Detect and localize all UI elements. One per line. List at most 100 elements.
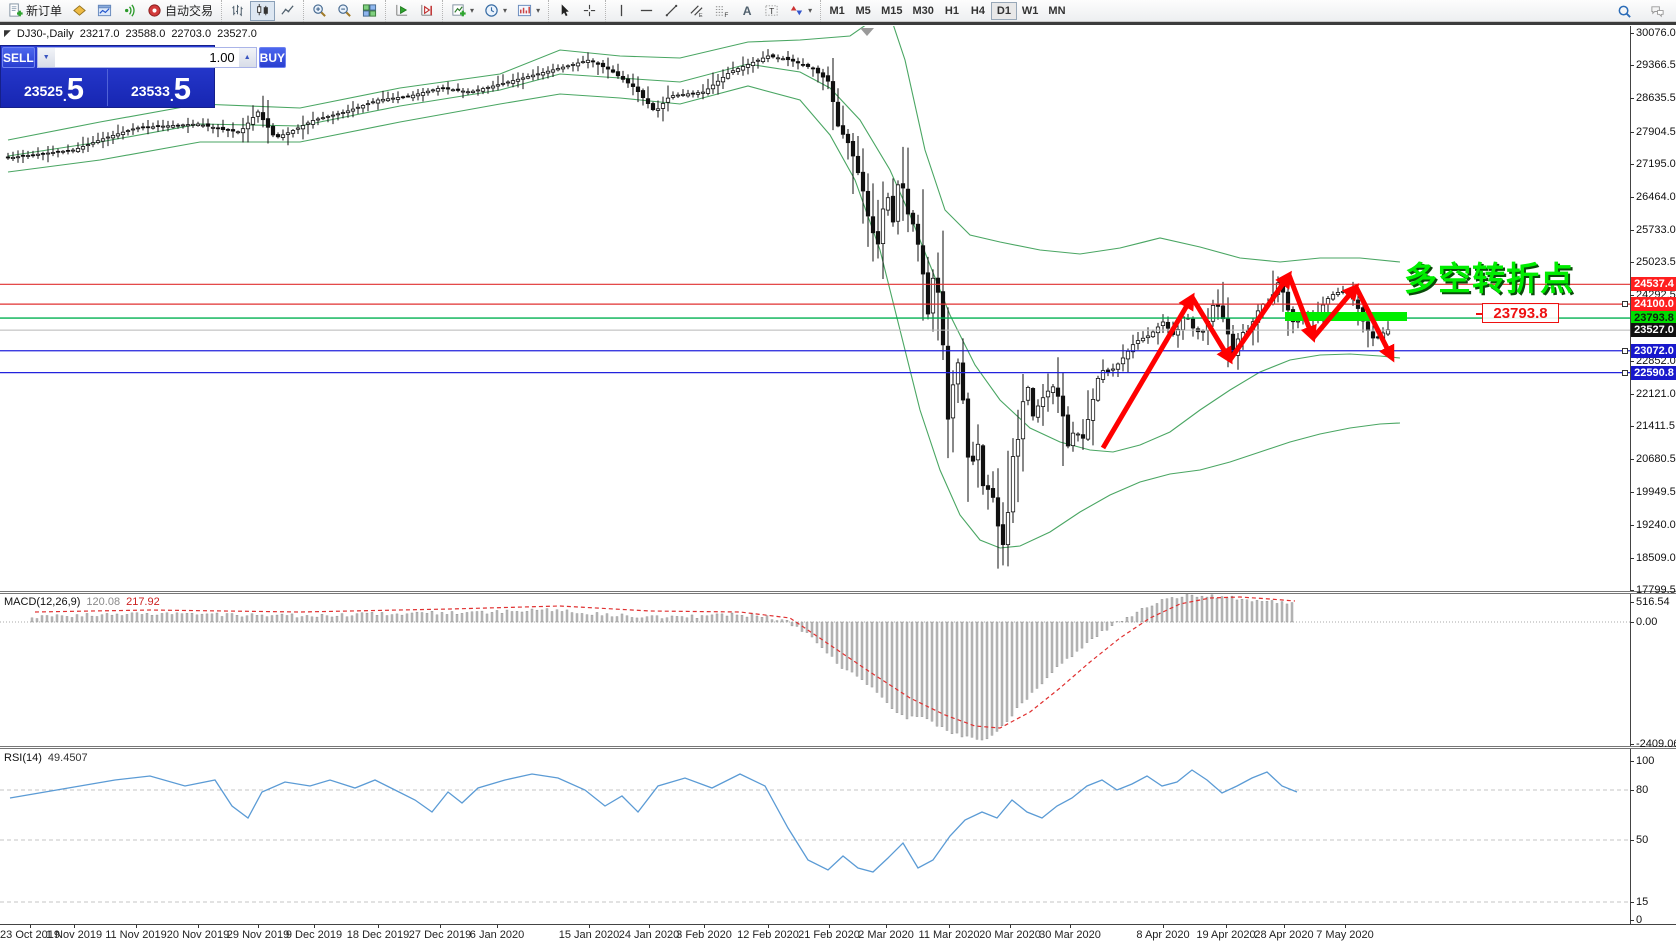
chat-button[interactable]	[1645, 1, 1670, 21]
periods-button[interactable]: ▾	[479, 1, 512, 21]
date-label: 28 Apr 2020	[1254, 929, 1314, 941]
date-label: 15 Jan 2020	[558, 929, 620, 941]
chart-shift-button[interactable]	[414, 1, 439, 21]
bars-button[interactable]	[225, 1, 250, 21]
price-tick-label: 21411.5	[1636, 420, 1675, 433]
chart-shift-icon	[419, 3, 434, 18]
price-tick-label: 22121.0	[1636, 387, 1676, 400]
date-axis-tick	[649, 925, 650, 928]
label-button[interactable]: T	[759, 1, 784, 21]
chevron-down-icon[interactable]: ▾	[536, 6, 541, 15]
trendline-icon	[664, 3, 679, 18]
indicators-button[interactable]: ▾	[446, 1, 479, 21]
timeframe-m5[interactable]: M5	[850, 2, 876, 20]
new-chart-button[interactable]	[92, 1, 117, 21]
zigzag-arrow[interactable]	[1311, 283, 1360, 340]
date-label: 24 Jan 2020	[618, 929, 680, 941]
tile-windows-button[interactable]	[357, 1, 382, 21]
date-label: 21 Feb 2020	[798, 929, 860, 941]
panel-separator[interactable]	[0, 591, 1676, 594]
date-label: 27 Dec 2019	[408, 929, 472, 941]
button-label: 新订单	[26, 4, 63, 18]
autotrading-button[interactable]: 自动交易	[142, 1, 218, 21]
timeframe-m15[interactable]: M15	[876, 2, 907, 20]
timeframe-w1[interactable]: W1	[1017, 2, 1044, 20]
chart-bottom-border	[0, 924, 1676, 925]
zigzag-arrow[interactable]	[1286, 274, 1317, 343]
green-highlight-bar[interactable]	[1285, 312, 1407, 321]
market-watch-button[interactable]	[67, 1, 92, 21]
trendline-button[interactable]	[659, 1, 684, 21]
sell-button[interactable]: SELL	[2, 47, 35, 68]
price-tick-label: 20680.5	[1636, 453, 1676, 466]
date-axis-tick	[258, 925, 259, 928]
panel-separator[interactable]	[0, 746, 1676, 749]
symbol-title: DJ30-,Daily	[16, 28, 74, 40]
line-chart-button[interactable]	[275, 1, 300, 21]
indicator-axis-label: 80	[1636, 784, 1649, 796]
timeframe-mn[interactable]: MN	[1043, 2, 1070, 20]
price-badge: 24100.0	[1631, 297, 1676, 312]
text-button[interactable]: A	[734, 1, 759, 21]
date-axis-tick	[1070, 925, 1071, 928]
volume-increase-button[interactable]: ▲	[238, 48, 256, 67]
chevron-down-icon[interactable]: ▾	[808, 6, 813, 15]
timeframe-m30[interactable]: M30	[908, 2, 939, 20]
timeframe-d1[interactable]: D1	[990, 1, 1017, 20]
templates-icon	[517, 3, 532, 18]
horizontal-line-button[interactable]	[634, 1, 659, 21]
bars-icon	[230, 3, 245, 18]
date-axis-tick	[136, 925, 137, 928]
buy-price[interactable]: 23533. 5	[130, 71, 192, 106]
channel-button[interactable]: E	[684, 1, 709, 21]
main-price-chart	[0, 26, 1630, 569]
volume-decrease-button[interactable]: ▼	[37, 48, 55, 67]
auto-scroll-button[interactable]	[389, 1, 414, 21]
chart-shift-marker[interactable]	[860, 28, 874, 36]
sell-price[interactable]: 23525. 5	[23, 71, 85, 106]
rsi-label: RSI(14) 49.4507	[4, 752, 88, 764]
signals-button[interactable]	[117, 1, 142, 21]
toolbar-group: 新订单 自动交易	[0, 0, 221, 22]
date-label: 18 Dec 2019	[346, 929, 410, 941]
date-label: 7 May 2020	[1316, 929, 1374, 941]
date-axis-tick	[497, 925, 498, 928]
timeframe-h4[interactable]: H4	[965, 2, 991, 20]
shapes-button[interactable]: ▾	[784, 1, 817, 21]
date-axis-tick	[378, 925, 379, 928]
collapse-arrow-icon[interactable]: ◤	[4, 28, 11, 38]
price-tick-label: 25733.0	[1636, 224, 1676, 237]
macd-signal-line	[34, 596, 1296, 729]
chevron-down-icon[interactable]: ▾	[470, 6, 475, 15]
zoom-in-icon	[312, 3, 327, 18]
ohlc-close: 23527.0	[217, 28, 257, 40]
zigzag-arrow[interactable]	[1189, 295, 1233, 365]
zigzag-arrow[interactable]	[1100, 292, 1195, 450]
candles-button[interactable]	[250, 0, 276, 21]
fibonacci-button[interactable]: F	[709, 1, 734, 21]
timeframe-h1[interactable]: H1	[939, 2, 965, 20]
zoom-out-button[interactable]	[332, 1, 357, 21]
price-badge: 22590.8	[1631, 365, 1676, 380]
search-button[interactable]	[1612, 1, 1637, 21]
zigzag-arrow[interactable]	[1227, 270, 1292, 362]
new-order-button[interactable]: 新订单	[3, 1, 67, 21]
templates-button[interactable]: ▾	[512, 1, 545, 21]
date-axis-tick	[768, 925, 769, 928]
price-axis-line	[1630, 26, 1631, 924]
volume-input[interactable]	[54, 48, 239, 67]
indicator-axis-label: 15	[1636, 896, 1649, 908]
market-watch-icon	[72, 3, 87, 18]
zoom-in-button[interactable]	[307, 1, 332, 21]
timeframe-m1[interactable]: M1	[824, 2, 850, 20]
buy-button[interactable]: BUY	[258, 47, 287, 68]
crosshair-button[interactable]	[577, 1, 602, 21]
toolbar-group	[385, 0, 442, 22]
chevron-down-icon[interactable]: ▾	[503, 6, 508, 15]
price-tick-label: 22852.0	[1636, 354, 1676, 367]
date-label: 11 Nov 2019	[105, 929, 167, 941]
cursor-button[interactable]	[552, 1, 577, 21]
ohlc-open: 23217.0	[79, 28, 120, 40]
vertical-line-button[interactable]	[609, 1, 634, 21]
zigzag-arrow[interactable]	[1353, 285, 1395, 363]
